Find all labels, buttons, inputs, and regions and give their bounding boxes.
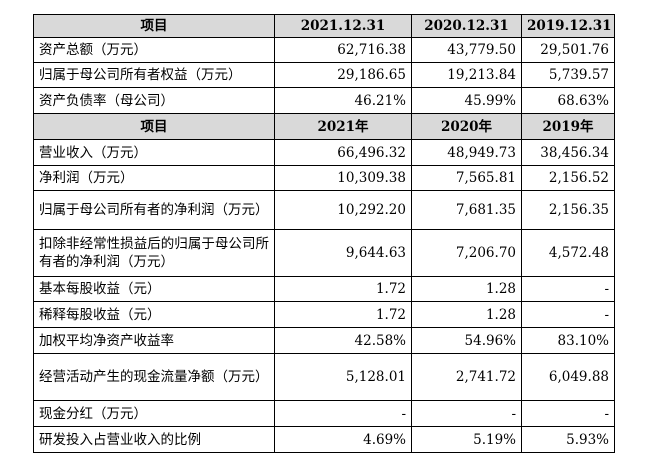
value-cell: 1.72 xyxy=(274,276,412,302)
table-row: 稀释每股收益（元） 1.72 1.28 - xyxy=(33,301,615,328)
value-cell: - xyxy=(521,400,615,427)
header-year-cell: 2019.12.31 xyxy=(521,14,615,38)
row-label: 资产总额（万元） xyxy=(33,37,275,63)
value-cell: 7,206.70 xyxy=(411,229,522,277)
value-cell: 5.93% xyxy=(521,426,615,453)
value-cell: 4.69% xyxy=(274,426,412,453)
row-label: 资产负债率（母公司） xyxy=(33,87,275,114)
header-year-cell: 2019年 xyxy=(521,113,615,140)
header-year-cell: 2021.12.31 xyxy=(274,14,412,38)
table-row: 营业收入（万元） 66,496.32 48,949.73 38,456.34 xyxy=(33,139,615,166)
value-cell: - xyxy=(521,276,615,302)
table-row: 基本每股收益（元） 1.72 1.28 - xyxy=(33,276,615,302)
income-header-row: 项目 2021年 2020年 2019年 xyxy=(33,113,615,140)
value-cell: 5,739.57 xyxy=(521,62,615,88)
value-cell: 1.72 xyxy=(274,301,412,328)
value-cell: 7,565.81 xyxy=(411,165,522,191)
value-cell: 19,213.84 xyxy=(411,62,522,88)
value-cell: 83.10% xyxy=(521,327,615,354)
value-cell: 62,716.38 xyxy=(274,37,412,63)
value-cell: 1.28 xyxy=(411,301,522,328)
value-cell: 42.58% xyxy=(274,327,412,354)
value-cell: 54.96% xyxy=(411,327,522,354)
header-item-cell: 项目 xyxy=(33,14,275,38)
row-label: 归属于母公司所有者的净利润（万元） xyxy=(33,190,275,230)
table-row: 归属于母公司所有者的净利润（万元） 10,292.20 7,681.35 2,1… xyxy=(33,190,615,230)
value-cell: 43,779.50 xyxy=(411,37,522,63)
value-cell: 5,128.01 xyxy=(274,353,412,401)
row-label: 基本每股收益（元） xyxy=(33,276,275,302)
header-year-cell: 2021年 xyxy=(274,113,412,140)
value-cell: 1.28 xyxy=(411,276,522,302)
financial-data-table: 项目 2021.12.31 2020.12.31 2019.12.31 资产总额… xyxy=(33,14,615,453)
table-row: 现金分红（万元） - - - xyxy=(33,400,615,427)
value-cell: 66,496.32 xyxy=(274,139,412,166)
row-label: 归属于母公司所有者权益（万元） xyxy=(33,62,275,88)
balance-header-row: 项目 2021.12.31 2020.12.31 2019.12.31 xyxy=(33,14,615,38)
value-cell: - xyxy=(411,400,522,427)
table-row: 经营活动产生的现金流量净额（万元） 5,128.01 2,741.72 6,04… xyxy=(33,353,615,401)
value-cell: 7,681.35 xyxy=(411,190,522,230)
table-row: 研发投入占营业收入的比例 4.69% 5.19% 5.93% xyxy=(33,426,615,453)
table-row: 资产总额（万元） 62,716.38 43,779.50 29,501.76 xyxy=(33,37,615,63)
table-row: 扣除非经常性损益后的归属于母公司所有者的净利润（万元） 9,644.63 7,2… xyxy=(33,229,615,277)
row-label: 营业收入（万元） xyxy=(33,139,275,166)
header-item-cell: 项目 xyxy=(33,113,275,140)
value-cell: 38,456.34 xyxy=(521,139,615,166)
value-cell: 48,949.73 xyxy=(411,139,522,166)
table-row: 资产负债率（母公司） 46.21% 45.99% 68.63% xyxy=(33,87,615,114)
value-cell: 68.63% xyxy=(521,87,615,114)
value-cell: 46.21% xyxy=(274,87,412,114)
row-label: 经营活动产生的现金流量净额（万元） xyxy=(33,353,275,401)
value-cell: 5.19% xyxy=(411,426,522,453)
value-cell: 29,501.76 xyxy=(521,37,615,63)
value-cell: - xyxy=(521,301,615,328)
value-cell: 2,741.72 xyxy=(411,353,522,401)
header-year-cell: 2020年 xyxy=(411,113,522,140)
value-cell: - xyxy=(274,400,412,427)
row-label: 净利润（万元） xyxy=(33,165,275,191)
value-cell: 2,156.52 xyxy=(521,165,615,191)
table-row: 归属于母公司所有者权益（万元） 29,186.65 19,213.84 5,73… xyxy=(33,62,615,88)
value-cell: 29,186.65 xyxy=(274,62,412,88)
value-cell: 9,644.63 xyxy=(274,229,412,277)
value-cell: 6,049.88 xyxy=(521,353,615,401)
header-year-cell: 2020.12.31 xyxy=(411,14,522,38)
value-cell: 10,309.38 xyxy=(274,165,412,191)
value-cell: 10,292.20 xyxy=(274,190,412,230)
value-cell: 2,156.35 xyxy=(521,190,615,230)
value-cell: 45.99% xyxy=(411,87,522,114)
row-label: 研发投入占营业收入的比例 xyxy=(33,426,275,453)
row-label: 稀释每股收益（元） xyxy=(33,301,275,328)
table-row: 加权平均净资产收益率 42.58% 54.96% 83.10% xyxy=(33,327,615,354)
row-label: 现金分红（万元） xyxy=(33,400,275,427)
row-label: 扣除非经常性损益后的归属于母公司所有者的净利润（万元） xyxy=(33,229,275,277)
table-row: 净利润（万元） 10,309.38 7,565.81 2,156.52 xyxy=(33,165,615,191)
row-label: 加权平均净资产收益率 xyxy=(33,327,275,354)
value-cell: 4,572.48 xyxy=(521,229,615,277)
